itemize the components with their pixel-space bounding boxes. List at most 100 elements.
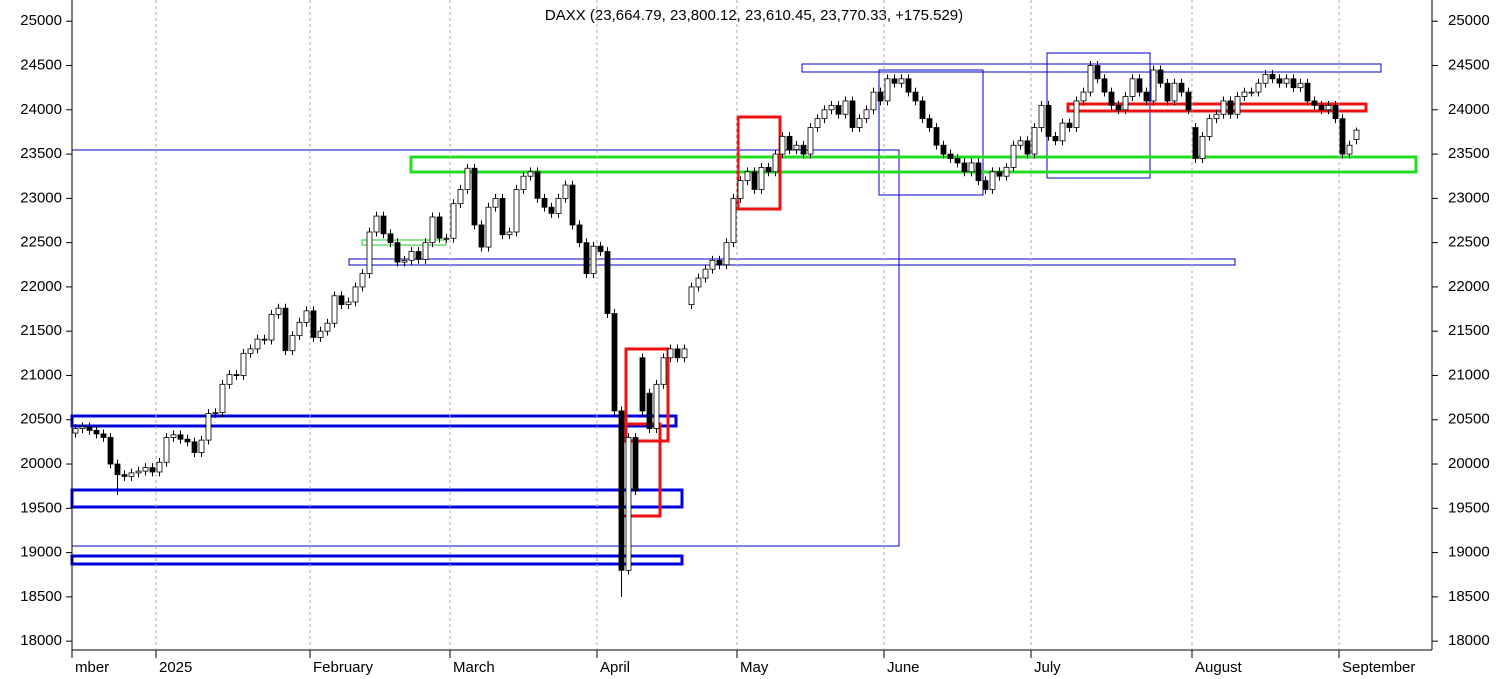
candle-body [163, 437, 170, 463]
candle-body [611, 313, 618, 412]
candle-body [814, 118, 821, 128]
x-tick-label: February [313, 659, 374, 676]
candle-body [142, 467, 149, 472]
candle-body [184, 438, 191, 443]
candle-body [401, 259, 408, 263]
candle-body [79, 426, 86, 430]
candle-body [86, 426, 93, 431]
candle-body [429, 216, 436, 244]
candle-body [219, 383, 226, 414]
candle-body [562, 184, 569, 199]
candle-body [660, 357, 667, 385]
candle-body [1024, 140, 1031, 155]
support-band [70, 414, 678, 428]
candle-body [1199, 135, 1206, 159]
candle-body [1234, 96, 1241, 115]
candle-body [240, 352, 247, 376]
x-tick-label: June [887, 659, 920, 676]
candle-body [1129, 78, 1136, 97]
y-tick-label: 18500 [1448, 588, 1490, 605]
candle-body [1115, 104, 1122, 111]
candle-body [548, 206, 555, 214]
y-tick-label: 20000 [1448, 455, 1490, 472]
candle-body [989, 171, 996, 190]
candle-body [737, 180, 744, 199]
candle-body [1325, 104, 1332, 111]
candle-body [1220, 100, 1227, 115]
candle-body [135, 470, 142, 474]
candle-body [800, 144, 807, 155]
candle-body [569, 184, 576, 226]
y-tick-label: 20500 [1448, 411, 1490, 428]
candle-body [1094, 65, 1101, 80]
y-tick-label: 19000 [20, 544, 62, 561]
y-tick-label: 24000 [20, 101, 62, 118]
candle-body [107, 437, 114, 465]
candle-body [1192, 127, 1199, 159]
candle-body [205, 413, 212, 441]
candle-body [793, 144, 800, 151]
candle-body [653, 383, 660, 430]
candle-body [576, 224, 583, 244]
candle-body [555, 197, 562, 214]
candle-body [247, 348, 254, 354]
candle-body [968, 162, 975, 173]
candle-body [905, 78, 912, 93]
candle-body [751, 171, 758, 190]
candle-body [1066, 122, 1073, 128]
candle-body [303, 310, 310, 323]
y-tick-label: 23000 [1448, 189, 1490, 206]
candle-body [842, 100, 849, 115]
x-tick-label: August [1195, 659, 1243, 676]
candle-body [877, 91, 884, 102]
candle-body [254, 338, 261, 350]
red-box [624, 347, 670, 443]
candle-body [1045, 104, 1052, 137]
candle-body [1017, 140, 1024, 146]
candle-body [212, 412, 219, 415]
candle-body [961, 162, 968, 173]
candle-body [1290, 78, 1297, 89]
candle-body [1101, 78, 1108, 93]
candle-body [1010, 144, 1017, 168]
candle-body [156, 461, 163, 473]
candle-body [464, 167, 471, 190]
candle-body [338, 295, 345, 306]
candle-body [387, 233, 394, 244]
support-band [70, 488, 684, 509]
candle-body [415, 251, 422, 260]
candle-body [1157, 69, 1164, 84]
candle-body [870, 91, 877, 111]
candle-body [1003, 166, 1010, 177]
candle-body [422, 242, 429, 260]
y-tick-label: 22500 [20, 234, 62, 251]
x-tick-label: September [1342, 659, 1415, 676]
candle-body [975, 162, 982, 182]
zone-box [878, 69, 984, 196]
candle-body [716, 259, 723, 266]
y-tick-label: 21000 [1448, 366, 1490, 383]
candle-body [779, 135, 786, 155]
candle-body [688, 286, 695, 306]
candle-body [121, 474, 128, 477]
candle-body [1339, 118, 1346, 155]
candle-body [884, 78, 891, 102]
candle-body [275, 307, 282, 315]
candle-body [1122, 96, 1129, 111]
candle-body [408, 251, 415, 261]
candle-body [1311, 100, 1318, 106]
candle-body [583, 242, 590, 275]
candle-body [345, 301, 352, 306]
candle-body [380, 215, 387, 235]
candle-body [1206, 118, 1213, 137]
candle-body [1052, 135, 1059, 142]
annotations [70, 52, 1418, 566]
candle-body [835, 104, 842, 115]
x-tick-label: May [740, 659, 769, 676]
candle-body [282, 307, 289, 352]
candle-body [933, 127, 940, 146]
y-tick-label: 19500 [1448, 499, 1490, 516]
candle-body [1038, 104, 1045, 128]
candle-body [506, 231, 513, 236]
